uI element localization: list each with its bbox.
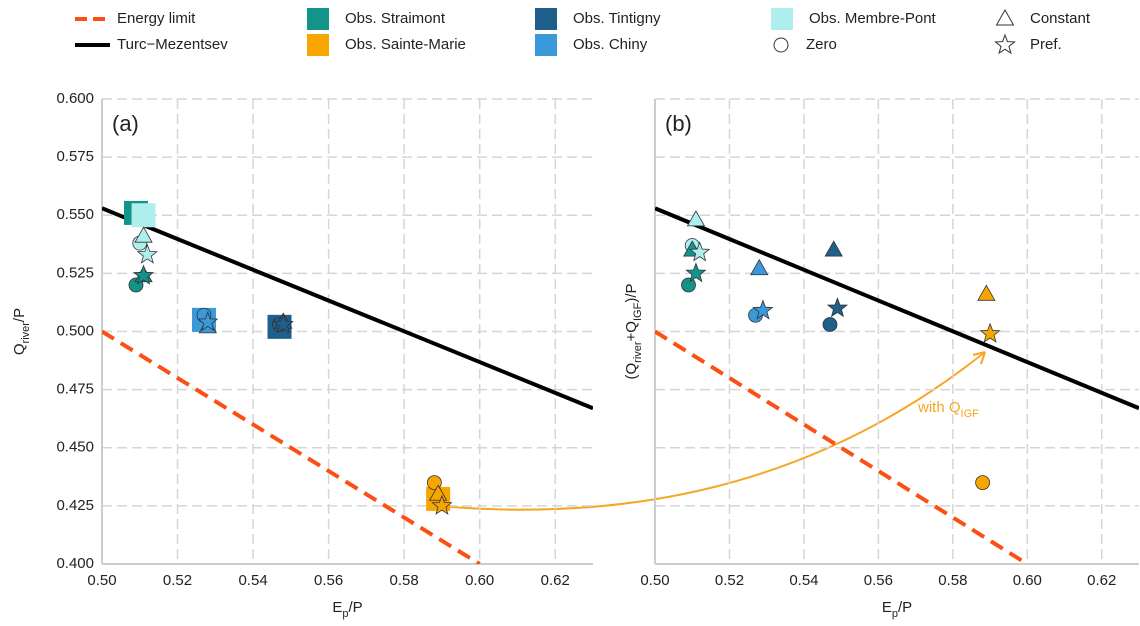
legend-swatch xyxy=(771,8,793,30)
constant-marker xyxy=(750,258,769,276)
constant-marker xyxy=(824,240,843,257)
panel-label: (b) xyxy=(665,111,692,136)
x-axis-label-part: /P xyxy=(348,599,362,616)
y-tick-label: 0.450 xyxy=(56,439,94,456)
constant-marker xyxy=(995,8,1015,26)
pref-marker xyxy=(685,262,707,283)
pref-marker xyxy=(431,494,453,515)
legend-label: Zero xyxy=(806,36,837,53)
y-tick-label: 0.600 xyxy=(56,90,94,107)
pref-marker xyxy=(132,264,155,285)
y-axis-label-part: (Q xyxy=(623,363,640,380)
arrow-head xyxy=(972,351,986,365)
y-axis-label: Qriver/P xyxy=(11,308,32,355)
curve xyxy=(102,206,593,411)
x-tick-label: 0.52 xyxy=(715,572,744,589)
pref-marker xyxy=(826,297,849,318)
x-tick-label: 0.60 xyxy=(1013,572,1042,589)
plot-area xyxy=(655,206,1139,564)
x-tick-label: 0.58 xyxy=(938,572,967,589)
constant-marker xyxy=(134,226,153,243)
x-tick-label: 0.56 xyxy=(314,572,343,589)
legend-label: Obs. Tintigny xyxy=(573,10,661,27)
pref-marker xyxy=(752,299,774,320)
pref-marker xyxy=(689,241,711,262)
plot-area xyxy=(102,200,593,564)
y-axis-label-part: IGF xyxy=(632,302,644,321)
obs-marker xyxy=(131,203,156,228)
legend-label: Energy limit xyxy=(117,10,196,27)
constant-marker xyxy=(977,284,996,301)
zero-marker xyxy=(681,277,696,293)
annotation-part: with Q xyxy=(917,399,961,416)
x-axis-label-part: p xyxy=(892,608,898,620)
arrow xyxy=(439,351,986,511)
legend-swatch xyxy=(535,8,557,30)
x-tick-label: 0.54 xyxy=(789,572,818,589)
y-axis-label-part: )/P xyxy=(623,283,640,302)
x-tick-label: 0.54 xyxy=(238,572,267,589)
x-tick-label: 0.60 xyxy=(465,572,494,589)
constant-marker xyxy=(686,210,706,227)
x-tick-label: 0.50 xyxy=(87,572,116,589)
zero-marker xyxy=(975,475,991,491)
curve xyxy=(655,206,1139,411)
x-axis-label: Ep/P xyxy=(882,599,912,620)
pref-marker xyxy=(272,313,294,334)
x-tick-label: 0.62 xyxy=(541,572,570,589)
legend-swatch xyxy=(307,8,329,30)
y-tick-label: 0.575 xyxy=(56,148,94,165)
legend-label: Turc−Mezentsev xyxy=(117,36,228,53)
legend-swatch xyxy=(307,34,329,56)
x-axis-label-part: /P xyxy=(898,599,912,616)
x-tick-label: 0.56 xyxy=(864,572,893,589)
y-tick-label: 0.500 xyxy=(56,322,94,339)
x-axis-label-part: E xyxy=(332,599,342,616)
y-axis-label-part: river xyxy=(20,322,32,344)
legend-swatch xyxy=(535,34,557,56)
pref-marker xyxy=(994,33,1016,55)
y-tick-label: 0.400 xyxy=(56,555,94,572)
x-tick-label: 0.58 xyxy=(390,572,419,589)
x-tick-label: 0.52 xyxy=(163,572,192,589)
x-axis-label: Ep/P xyxy=(332,599,362,620)
pref-marker xyxy=(136,243,158,264)
y-axis-label: (Qriver+QIGF)/P xyxy=(623,283,644,379)
curve xyxy=(102,329,481,564)
y-axis-label-part: Q xyxy=(11,343,28,355)
curve xyxy=(655,329,1029,564)
y-tick-label: 0.525 xyxy=(56,264,94,281)
panel-label: (a) xyxy=(112,111,139,136)
legend-label: Obs. Membre-Pont xyxy=(809,10,937,27)
x-tick-label: 0.62 xyxy=(1087,572,1116,589)
legend-label: Obs. Sainte-Marie xyxy=(345,36,466,53)
legend-label: Constant xyxy=(1030,10,1091,27)
x-tick-label: 0.50 xyxy=(640,572,669,589)
y-axis-label-part: +Q xyxy=(623,321,640,341)
y-axis-label-part: /P xyxy=(11,308,28,322)
y-axis-label-part: river xyxy=(632,341,644,363)
legend-label: Obs. Chiny xyxy=(573,36,648,53)
annotation: with QIGF xyxy=(917,399,979,420)
annotation-part: IGF xyxy=(961,408,980,420)
x-axis-label-part: p xyxy=(342,608,348,620)
y-tick-label: 0.425 xyxy=(56,497,94,514)
pref-marker xyxy=(197,311,219,332)
zero-marker xyxy=(773,37,789,53)
y-tick-label: 0.550 xyxy=(56,206,94,223)
pref-marker xyxy=(979,322,1001,343)
legend-label: Obs. Straimont xyxy=(345,10,446,27)
x-axis-label-part: E xyxy=(882,599,892,616)
y-tick-label: 0.475 xyxy=(56,381,94,398)
zero-marker xyxy=(822,317,838,332)
legend-label: Pref. xyxy=(1030,36,1062,53)
